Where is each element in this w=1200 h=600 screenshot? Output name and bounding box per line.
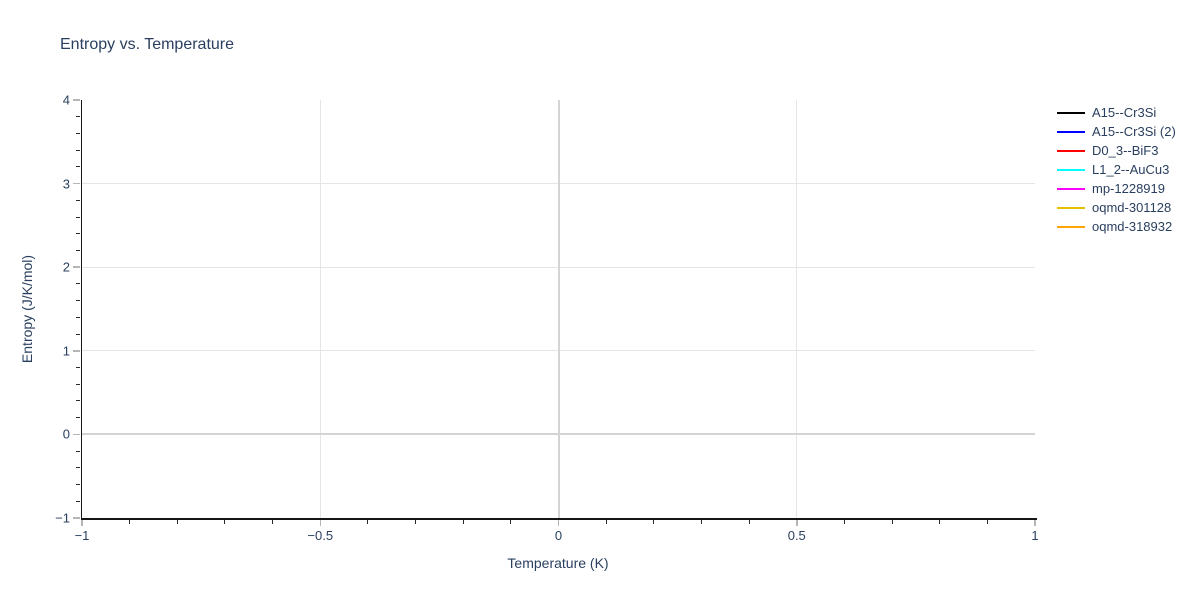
legend: A15--Cr3Si A15--Cr3Si (2) D0_3--BiF3 L1_2--… [1057, 103, 1176, 236]
x-minor-tick [700, 520, 702, 524]
legend-item[interactable]: oqmd-318932 [1057, 217, 1176, 236]
y-axis-line [80, 100, 82, 520]
y-minor-tick [76, 316, 80, 318]
x-minor-tick [653, 520, 655, 524]
legend-line-swatch [1057, 225, 1085, 228]
y-minor-tick [76, 132, 80, 134]
y-major-tick [73, 350, 80, 352]
y-tick-label: 1 [62, 343, 70, 359]
y-tick-label: 2 [62, 259, 70, 275]
y-tick-label: 4 [62, 92, 70, 108]
legend-line-swatch [1057, 187, 1085, 190]
x-minor-tick [891, 520, 893, 524]
x-minor-tick [986, 520, 988, 524]
y-minor-tick [76, 199, 80, 201]
y-tick-label: 0 [62, 426, 70, 442]
y-major-tick [73, 433, 80, 436]
legend-item-label: L1_2--AuCu3 [1092, 162, 1170, 177]
legend-item[interactable]: oqmd-301128 [1057, 198, 1176, 217]
legend-item[interactable]: D0_3--BiF3 [1057, 141, 1176, 160]
y-minor-tick [76, 484, 80, 486]
x-minor-tick [605, 520, 607, 524]
y-minor-tick [76, 400, 80, 402]
x-tick-label: 0 [554, 528, 563, 543]
legend-item-label: A15--Cr3Si (2) [1092, 124, 1176, 139]
x-minor-tick [367, 520, 369, 524]
x-minor-tick [176, 520, 178, 524]
legend-item[interactable]: L1_2--AuCu3 [1057, 160, 1176, 179]
x-minor-tick [462, 520, 464, 524]
legend-item-label: oqmd-301128 [1092, 200, 1172, 215]
plot-area[interactable]: −1 −0.5 0 0.5 1 −1 0 1 2 3 4 [55, 93, 1038, 544]
y-minor-tick [76, 417, 80, 419]
y-minor-tick [76, 450, 80, 452]
gridline-x [796, 100, 798, 518]
x-minor-tick [415, 520, 417, 524]
x-major-tick [81, 520, 83, 526]
legend-item[interactable]: A15--Cr3Si [1057, 103, 1176, 122]
legend-item[interactable]: A15--Cr3Si (2) [1057, 122, 1176, 141]
y-major-tick [73, 517, 80, 519]
x-axis-line [80, 518, 1037, 520]
y-major-tick [73, 182, 80, 185]
legend-item[interactable]: mp-1228919 [1057, 179, 1176, 198]
legend-line-swatch [1057, 168, 1085, 171]
y-minor-tick [76, 500, 80, 502]
y-minor-tick [76, 333, 80, 335]
zeroline-x [557, 100, 560, 518]
x-major-tick [557, 520, 560, 526]
y-tick-label: 3 [62, 176, 70, 192]
x-minor-tick [843, 520, 845, 524]
x-major-tick [796, 520, 798, 526]
y-minor-tick [76, 300, 80, 302]
y-minor-tick [76, 249, 80, 251]
y-minor-tick [76, 216, 80, 218]
x-tick-label: 0.5 [787, 528, 806, 543]
x-minor-tick [510, 520, 512, 524]
series-layer [82, 100, 1035, 518]
x-major-tick [1034, 520, 1036, 526]
x-major-tick [319, 520, 321, 526]
zeroline-y [82, 433, 1035, 436]
y-tick-label: −1 [55, 510, 70, 526]
legend-line-swatch [1057, 206, 1085, 209]
x-minor-tick [272, 520, 274, 524]
x-tick-label: 1 [1031, 528, 1039, 543]
y-minor-tick [76, 383, 80, 385]
gridline-x [319, 100, 321, 518]
x-tick-label: −1 [74, 528, 90, 543]
y-major-tick [73, 266, 80, 268]
x-tick-label: −0.5 [307, 528, 334, 543]
x-minor-tick [129, 520, 131, 524]
x-minor-tick [224, 520, 226, 524]
legend-line-swatch [1057, 111, 1085, 114]
legend-line-swatch [1057, 149, 1085, 152]
legend-item-label: mp-1228919 [1092, 181, 1165, 196]
legend-item-label: A15--Cr3Si [1092, 105, 1157, 120]
y-major-tick [73, 99, 80, 101]
legend-item-label: oqmd-318932 [1092, 219, 1173, 234]
y-minor-tick [76, 233, 80, 235]
y-minor-tick [76, 367, 80, 369]
y-minor-tick [76, 166, 80, 168]
y-minor-tick [76, 283, 80, 285]
legend-line-swatch [1057, 130, 1085, 133]
y-axis-title: Entropy (J/K/mol) [19, 254, 35, 364]
x-axis-title: Temperature (K) [507, 555, 609, 571]
chart-title: Entropy vs. Temperature [60, 36, 235, 53]
y-minor-tick [76, 116, 80, 118]
x-minor-tick [748, 520, 750, 524]
legend-item-label: D0_3--BiF3 [1092, 143, 1159, 158]
x-minor-tick [939, 520, 941, 524]
y-minor-tick [76, 467, 80, 469]
y-minor-tick [76, 149, 80, 151]
